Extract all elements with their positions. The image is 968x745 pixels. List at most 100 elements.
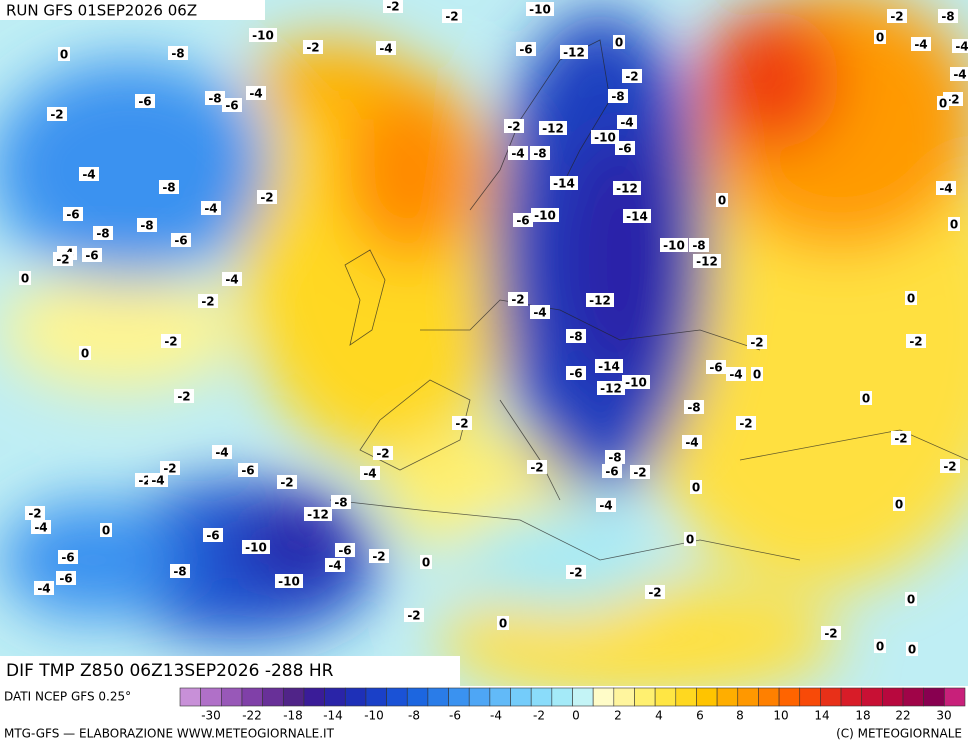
contour-label: -2 [306, 41, 319, 55]
label-box [58, 550, 78, 564]
contour-label: -2 [943, 460, 956, 474]
contour-label: -12 [696, 255, 718, 269]
color-swatch [882, 687, 904, 707]
label-box [937, 96, 949, 110]
contour-label: -4 [363, 467, 376, 481]
label-box [56, 571, 76, 585]
contour-label: -2 [177, 390, 190, 404]
label-box [304, 507, 332, 521]
label-box [860, 391, 872, 405]
contour-label: -4 [955, 40, 968, 54]
label-box [404, 608, 424, 622]
color-swatch [262, 687, 284, 707]
field-title: DIF TMP Z850 06Z13SEP2026 -288 HR [6, 661, 334, 681]
contour-label: -10 [245, 541, 267, 555]
contour-label: -4 [215, 446, 228, 460]
contour-label: -6 [618, 142, 631, 156]
contour-label: -12 [542, 122, 564, 136]
label-box [693, 254, 721, 268]
label-box [508, 146, 528, 160]
contour-label: 0 [615, 36, 623, 50]
contour-label: -8 [941, 10, 954, 24]
contour-label: -6 [519, 43, 532, 57]
contour-label: -6 [241, 464, 254, 478]
contour-label: -12 [307, 508, 329, 522]
color-swatch [923, 687, 945, 707]
label-box [100, 523, 112, 537]
label-box [874, 30, 886, 44]
label-box [605, 450, 625, 464]
label-box [821, 626, 841, 640]
contour-label: -4 [34, 521, 47, 535]
contour-label: -2 [376, 447, 389, 461]
label-box [58, 47, 70, 61]
label-box [249, 28, 277, 42]
label-box [25, 506, 45, 520]
contour-label: 0 [718, 194, 726, 208]
contour-label: 0 [422, 556, 430, 570]
contour-label: -4 [82, 168, 95, 182]
color-swatch [944, 687, 966, 707]
label-box [222, 272, 242, 286]
contour-label: 0 [908, 643, 916, 657]
label-box [911, 37, 931, 51]
contour-label: -2 [280, 476, 293, 490]
label-box [706, 360, 726, 374]
label-box [887, 9, 907, 23]
copyright: (C) METEOGIORNALE [836, 727, 962, 741]
label-box [442, 9, 462, 23]
colorbar-label: -18 [283, 709, 303, 723]
contour-label: -6 [174, 234, 187, 248]
label-box [893, 497, 905, 511]
color-swatch [200, 687, 222, 707]
contour-label: -8 [533, 147, 546, 161]
color-swatch [778, 687, 801, 707]
label-box [936, 181, 956, 195]
contour-label: -12 [589, 294, 611, 308]
label-box [645, 585, 665, 599]
contour-label: -12 [563, 46, 585, 60]
contour-label: -4 [328, 559, 341, 573]
label-box [242, 540, 270, 554]
label-box [622, 375, 650, 389]
label-box [53, 252, 73, 266]
label-box [452, 416, 472, 430]
credits: MTG-GFS — ELABORAZIONE WWW.METEOGIORNALE… [4, 727, 335, 741]
color-swatch [468, 687, 491, 707]
contour-label: -4 [249, 87, 262, 101]
contour-label: -4 [729, 368, 742, 382]
label-box [137, 218, 157, 232]
contour-label: -8 [334, 496, 347, 510]
label-box [560, 45, 588, 59]
contour-label: -8 [611, 90, 624, 104]
contour-label: -14 [553, 177, 575, 191]
label-box [222, 98, 242, 112]
contour-label: 0 [60, 48, 68, 62]
contour-label: -2 [386, 0, 399, 14]
colorbar-label: -6 [449, 709, 461, 723]
label-box [159, 180, 179, 194]
label-box [79, 167, 99, 181]
color-swatch [530, 687, 553, 707]
label-box [622, 69, 642, 83]
contour-label: -10 [278, 575, 300, 589]
label-box [596, 498, 616, 512]
label-box [360, 466, 380, 480]
contour-label: -8 [162, 181, 175, 195]
label-box [79, 346, 91, 360]
colorbar-label: 6 [696, 709, 704, 723]
contour-label: -2 [739, 417, 752, 431]
colorbar-label: 2 [614, 709, 622, 723]
contour-label: -2 [750, 336, 763, 350]
label-box [198, 294, 218, 308]
label-box [690, 480, 702, 494]
label-box [238, 463, 258, 477]
label-box [613, 181, 641, 195]
contour-label: -4 [953, 68, 966, 82]
label-box [566, 565, 586, 579]
label-box [566, 366, 586, 380]
label-box [948, 217, 960, 231]
contour-label: -6 [138, 95, 151, 109]
label-box [566, 329, 586, 343]
contour-label: -4 [685, 436, 698, 450]
